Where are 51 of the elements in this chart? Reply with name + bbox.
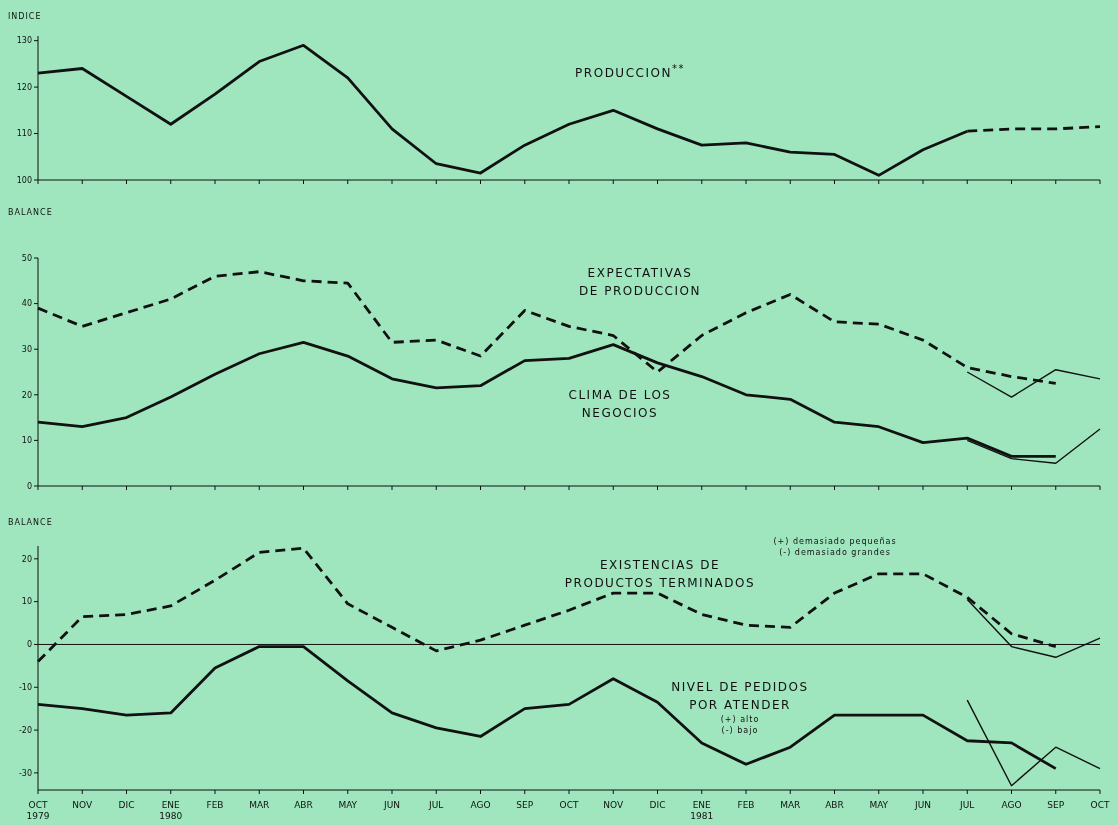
y-tick-label: 20 [21, 554, 32, 564]
x-tick-label: SEP [1047, 800, 1065, 810]
x-tick-label: JUN [914, 800, 931, 810]
y-tick-label: 40 [21, 299, 32, 309]
annotation: (+) alto (-) bajo [719, 714, 761, 736]
x-tick-label: ABR [825, 800, 844, 810]
x-tick-label: DIC [118, 800, 135, 810]
text: EXPECTATIVAS DE PRODUCCION [578, 265, 702, 300]
x-tick-label: OCT [559, 800, 579, 810]
x-tick-label: MAY [338, 800, 358, 810]
series-label: CLIMA DE LOS NEGOCIOS [567, 387, 673, 422]
y-tick-label: 110 [16, 129, 32, 139]
y-tick-label: 50 [21, 253, 32, 263]
x-tick-label: JUL [428, 800, 444, 810]
x-tick-label: JUN [383, 800, 400, 810]
x-tick-label: MAR [780, 800, 801, 810]
series-label: NIVEL DE PEDIDOS POR ATENDER [670, 679, 810, 714]
y-tick-label: 100 [16, 175, 32, 185]
y-tick-label: 0 [26, 640, 32, 650]
x-tick-label: NOV [72, 800, 93, 810]
x-tick-label: JUL [959, 800, 975, 810]
x-tick-label: MAR [249, 800, 270, 810]
x-tick-label: AGO [470, 800, 491, 810]
x-tick-label: NOV [603, 800, 624, 810]
x-tick-label: FEB [206, 800, 224, 810]
y-tick-label: -30 [18, 768, 32, 778]
y-axis-title: BALANCE [8, 518, 53, 527]
y-tick-label: 130 [16, 36, 32, 46]
x-tick-label: DIC [649, 800, 666, 810]
x-tick-label: SEP [516, 800, 534, 810]
x-tick-label: OCT [1090, 800, 1110, 810]
y-axis-title: INDICE [8, 12, 42, 21]
y-tick-label: 10 [21, 597, 32, 607]
x-tick-label: ENE 1981 [690, 800, 714, 821]
series-label: EXISTENCIAS DE PRODUCTOS TERMINADOS [563, 557, 757, 592]
y-tick-label: 30 [21, 345, 32, 355]
y-tick-label: 20 [21, 390, 32, 400]
annotation: (+) demasiado pequeñas (-) demasiado grandes [772, 536, 898, 558]
y-tick-label: 0 [26, 481, 32, 491]
y-tick-label: 10 [21, 436, 32, 446]
x-tick-label: ABR [294, 800, 313, 810]
text: PRODUCCION$^{**}$ [574, 62, 686, 82]
x-tick-label: ENE 1980 [159, 800, 183, 821]
y-tick-label: 120 [16, 82, 32, 92]
x-tick-label: FEB [737, 800, 755, 810]
x-tick-label: OCT 1979 [26, 800, 50, 821]
y-axis-title: BALANCE [8, 208, 53, 217]
x-tick-label: MAY [869, 800, 889, 810]
y-tick-label: -20 [18, 725, 32, 735]
x-tick-label: AGO [1001, 800, 1022, 810]
y-tick-label: -10 [18, 683, 32, 693]
